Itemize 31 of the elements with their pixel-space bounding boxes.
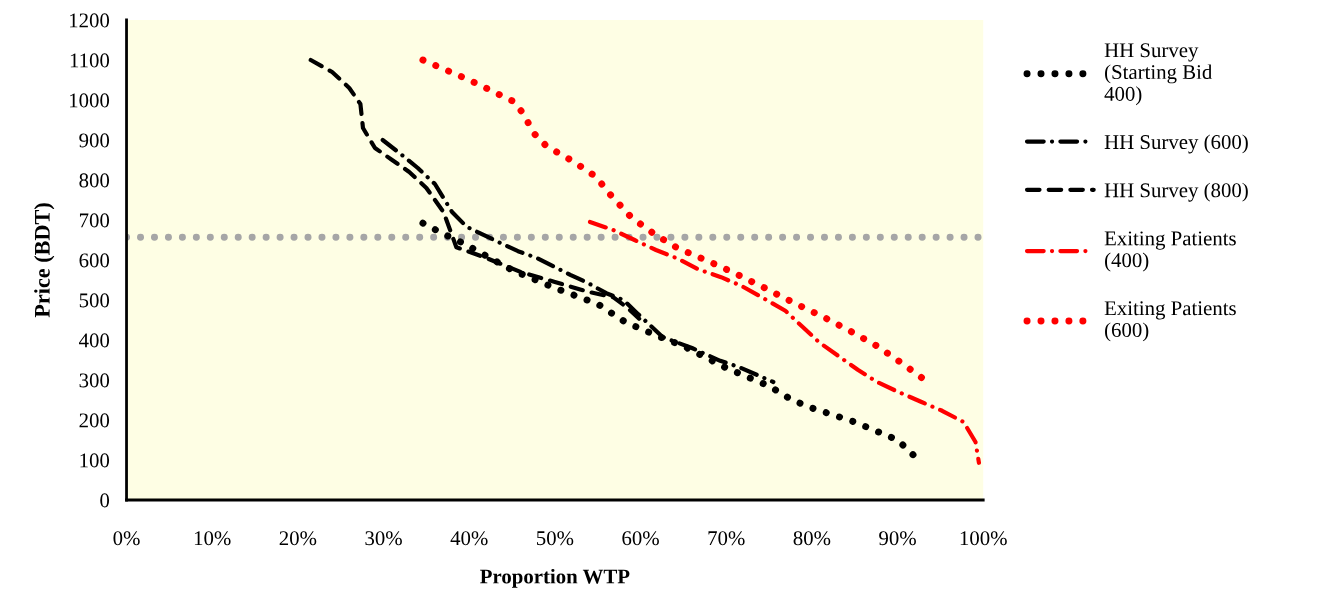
y-tick-label: 1100: [70, 53, 110, 68]
x-axis-title: Proportion WTP: [480, 568, 630, 588]
x-tick-label: 40%: [450, 531, 488, 546]
y-tick-label: 600: [79, 253, 110, 268]
x-tick-label: 50%: [537, 531, 574, 546]
y-axis-title: Price (BDT): [34, 203, 55, 318]
y-tick-label: 800: [79, 173, 110, 188]
y-tick-label: 200: [79, 413, 110, 428]
x-tick-label: 60%: [622, 531, 659, 546]
x-tick-label: 100%: [960, 531, 1007, 546]
x-tick-label: 80%: [793, 531, 831, 546]
y-tick-label: 900: [79, 133, 110, 148]
y-tick-label: 100: [80, 453, 110, 468]
legend-label: HH Survey (600): [1104, 134, 1248, 154]
legend-label: HH Survey (Starting Bid 400): [1104, 43, 1213, 106]
y-tick-label: 300: [79, 373, 110, 388]
x-tick-label: 0%: [113, 531, 140, 546]
y-tick-label: 0: [100, 493, 110, 508]
legend-label: Exiting Patients (600): [1104, 301, 1236, 342]
y-tick-label: 700: [79, 213, 110, 228]
x-tick-label: 70%: [708, 531, 745, 546]
y-tick-label: 1000: [70, 93, 110, 108]
x-tick-label: 90%: [879, 531, 916, 546]
y-tick-label: 400: [79, 333, 110, 348]
x-tick-label: 20%: [279, 531, 317, 546]
legend-label: HH Survey (800): [1104, 182, 1248, 202]
legend-label: Exiting Patients (400): [1104, 231, 1236, 272]
y-tick-label: 1200: [70, 13, 110, 28]
x-tick-label: 10%: [194, 531, 231, 546]
y-tick-label: 500: [79, 293, 110, 308]
x-tick-label: 30%: [365, 531, 402, 546]
